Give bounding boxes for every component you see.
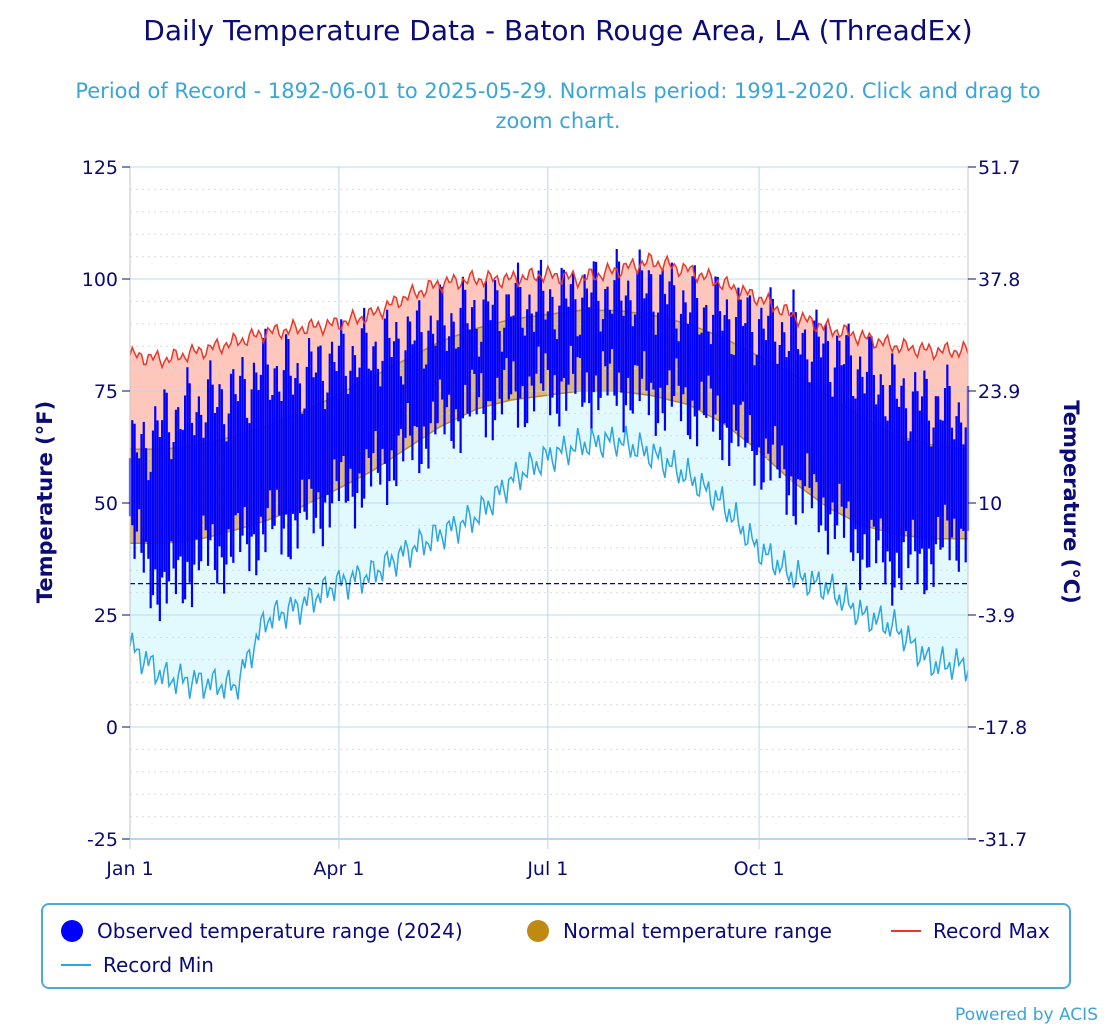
y-tick-label: -25	[87, 829, 118, 851]
chart-title: Daily Temperature Data - Baton Rouge Are…	[143, 14, 973, 47]
legend-label-record-max: Record Max	[933, 919, 1050, 943]
x-tick-label: Oct 1	[734, 858, 785, 880]
normal-swatch-icon	[527, 920, 549, 942]
y2-tick-label: -3.9	[978, 605, 1015, 627]
y-tick-label: 50	[94, 493, 118, 515]
acis-credit-link[interactable]: Powered by ACIS	[955, 1005, 1098, 1025]
y-tick-label: 100	[82, 269, 118, 291]
record-min-line[interactable]	[129, 425, 969, 700]
y2-axis-title: Temperature (°C)	[1059, 400, 1083, 603]
y2-tick-label: 37.8	[978, 269, 1020, 291]
y2-tick-label: -17.8	[978, 717, 1027, 739]
y2-tick-label: -31.7	[978, 829, 1027, 851]
legend-item-record-max[interactable]: Record Max	[891, 919, 1050, 943]
legend-item-record-min[interactable]: Record Min	[61, 953, 214, 977]
chart-subtitle: Period of Record - 1892-06-01 to 2025-05…	[75, 79, 1041, 133]
x-tick-label: Jan 1	[105, 858, 153, 880]
y-tick-label: 25	[94, 605, 118, 627]
temperature-chart[interactable]: 125 100 75 50 25 0 -25 51.7 37.8 23.9 10 -3.9 -17.8 -…	[0, 0, 1116, 900]
record-min-line-icon	[61, 964, 91, 966]
record-max-line-icon	[891, 930, 921, 932]
legend-label-observed: Observed temperature range (2024)	[97, 919, 463, 943]
y2-tick-label: 23.9	[978, 381, 1020, 403]
x-tick-label: Apr 1	[313, 858, 364, 880]
y-tick-label: 125	[82, 157, 118, 179]
plot-area[interactable]: 125 100 75 50 25 0 -25 51.7 37.8 23.9 10 -3.9 -17.8 -…	[82, 157, 1027, 880]
record-min-band	[130, 391, 968, 700]
legend-item-normal[interactable]: Normal temperature range	[527, 919, 832, 943]
legend-item-observed[interactable]: Observed temperature range (2024)	[61, 919, 463, 943]
y-tick-label: 75	[94, 381, 118, 403]
y2-tick-label: 10	[978, 493, 1002, 515]
x-tick-label: Jul 1	[526, 858, 568, 880]
y2-tick-label: 51.7	[978, 157, 1020, 179]
record-max-band	[130, 253, 968, 450]
record-max-line[interactable]	[129, 251, 969, 370]
legend-label-normal: Normal temperature range	[563, 919, 832, 943]
legend-label-record-min: Record Min	[103, 953, 214, 977]
chart-legend: Observed temperature range (2024) Normal…	[41, 903, 1071, 989]
y-tick-label: 0	[106, 717, 118, 739]
y-axis-title: Temperature (°F)	[33, 401, 57, 603]
observed-swatch-icon	[61, 920, 83, 942]
